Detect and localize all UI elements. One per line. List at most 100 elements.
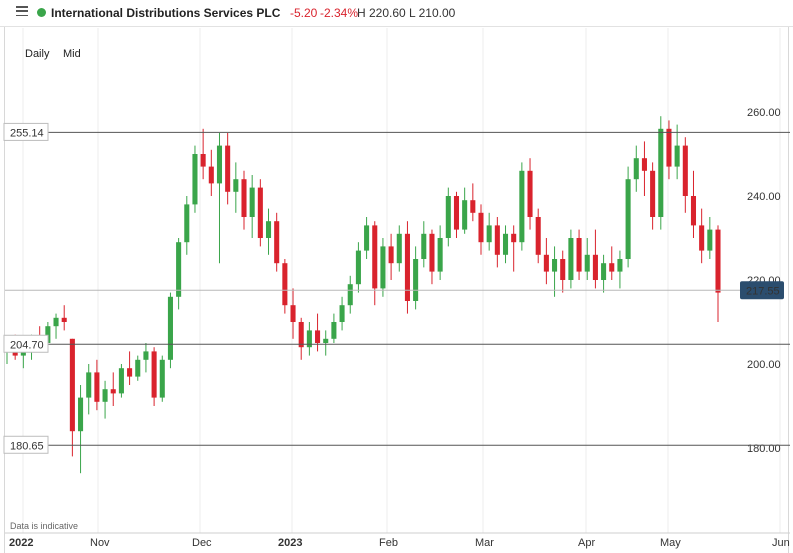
y-tick-label: 260.00 <box>747 107 781 119</box>
candle-body <box>347 284 353 306</box>
candle-body <box>568 238 574 280</box>
level-label-box <box>3 122 49 141</box>
candle-body <box>715 229 721 293</box>
candle-body <box>282 263 288 306</box>
candle-body <box>413 259 419 301</box>
candle-body <box>470 200 476 213</box>
candle-body <box>118 368 124 394</box>
candle-body <box>53 317 59 327</box>
candle-body <box>502 233 509 255</box>
candle-body <box>151 351 157 398</box>
candle-body <box>331 322 337 339</box>
candle-body <box>601 263 607 280</box>
candle-body <box>421 233 427 259</box>
candle-body <box>429 233 435 272</box>
candle-body <box>388 246 394 264</box>
x-tick-label: 2022 <box>9 537 33 549</box>
candle-body <box>625 179 631 259</box>
candle-body <box>584 254 590 272</box>
candle-body <box>355 250 361 285</box>
candle-body <box>192 154 198 205</box>
candle-body <box>666 128 672 167</box>
y-tick-label: 200.00 <box>747 359 781 371</box>
candle-body <box>478 212 484 243</box>
candle-body <box>658 128 664 217</box>
y-tick-label: 240.00 <box>747 191 781 203</box>
candle-body <box>682 145 688 196</box>
menu-icon[interactable] <box>16 6 28 17</box>
candle-body <box>257 187 263 238</box>
candle-body <box>372 225 378 289</box>
candle-body <box>216 145 223 184</box>
candle-body <box>560 259 566 280</box>
price-change-percent: -2.34% <box>320 6 359 20</box>
candle-body <box>176 242 182 297</box>
candle-body <box>233 179 239 192</box>
chart-frame <box>4 0 789 553</box>
candle-body <box>707 229 713 251</box>
current-price-tag <box>740 281 784 300</box>
candle-body <box>617 259 623 272</box>
candle-body <box>690 196 697 226</box>
candle-body <box>45 326 51 343</box>
candle-body <box>462 200 468 230</box>
candle-body <box>527 170 533 217</box>
candle-body <box>404 233 410 301</box>
candle-body <box>592 254 598 280</box>
candle-body <box>494 225 500 255</box>
level-label-box <box>3 435 49 454</box>
candle-body <box>69 338 75 432</box>
candle-body <box>609 263 615 272</box>
candle-body <box>241 179 247 217</box>
y-tick-label: 180.00 <box>747 443 781 455</box>
period-mid[interactable]: Mid <box>63 48 81 60</box>
x-tick-label: Nov <box>90 537 110 549</box>
candle-body <box>208 166 214 184</box>
candle-body <box>249 187 255 217</box>
candle-body <box>225 145 231 192</box>
candle-body <box>650 170 656 217</box>
x-tick-label: May <box>660 537 681 549</box>
candle-body <box>486 225 492 243</box>
level-label: 180.65 <box>10 440 44 452</box>
period-daily[interactable]: Daily <box>25 48 50 60</box>
instrument-name: International Distributions Services PLC <box>51 6 281 20</box>
level-label: 204.70 <box>10 339 44 351</box>
level-label-box <box>3 334 49 353</box>
candle-body <box>364 225 370 251</box>
candle-body <box>306 330 312 348</box>
candle-body <box>511 233 517 243</box>
candle-body <box>200 154 206 167</box>
candle-body <box>633 158 639 180</box>
level-label: 255.14 <box>10 127 44 139</box>
data-disclaimer: Data is indicative <box>10 521 79 531</box>
price-change: -5.20 <box>290 6 318 20</box>
candle-body <box>552 259 558 272</box>
candle-body <box>380 246 386 289</box>
current-price-label: 217.55 <box>746 285 780 297</box>
x-tick-label: Mar <box>475 537 494 549</box>
candle-body <box>61 317 67 322</box>
candle-body <box>396 233 402 264</box>
candle-body <box>298 322 304 348</box>
candle-body <box>641 158 647 171</box>
candle-body <box>674 145 680 167</box>
candle-body <box>110 389 116 394</box>
candle-body <box>78 397 84 432</box>
x-tick-label: 2023 <box>278 537 302 549</box>
x-tick-label: Feb <box>379 537 398 549</box>
candle-body <box>576 238 582 272</box>
high-low: H 220.60 L 210.00 <box>357 6 456 20</box>
candle-body <box>86 372 92 398</box>
candle-body <box>453 196 460 230</box>
x-tick-label: Dec <box>192 537 212 549</box>
candle-body <box>143 351 149 360</box>
candle-body <box>445 196 451 238</box>
candle-body <box>437 238 443 272</box>
candle-body <box>274 221 280 264</box>
candle-body <box>323 338 329 343</box>
candle-body <box>290 305 296 322</box>
candle-body <box>94 372 100 402</box>
x-tick-label: Apr <box>578 537 595 549</box>
